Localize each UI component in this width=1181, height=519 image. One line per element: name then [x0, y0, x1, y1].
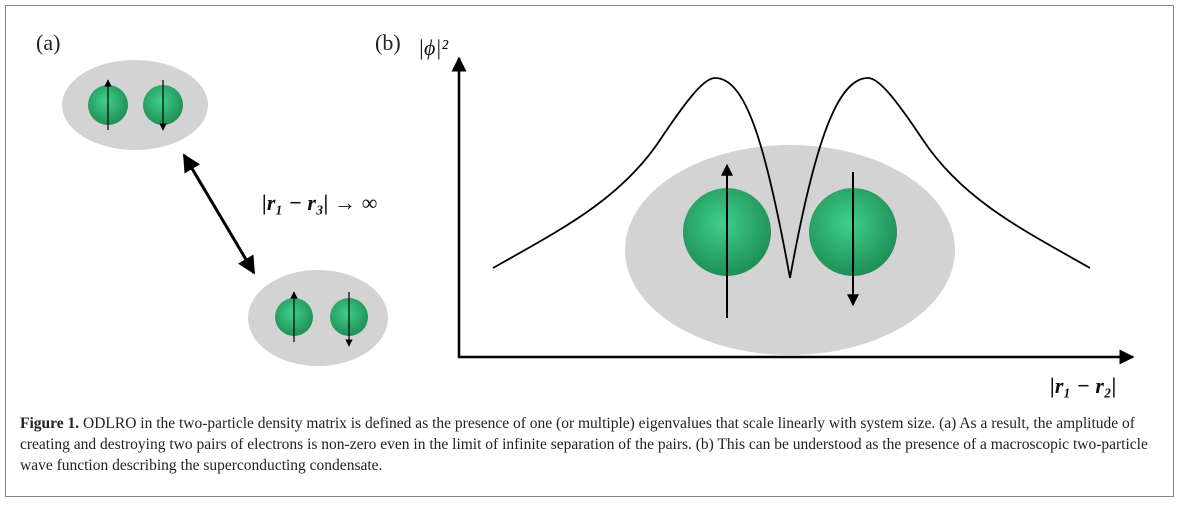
pair-top — [62, 60, 208, 150]
condensate-pair — [625, 145, 955, 355]
caption-text: ODLRO in the two-particle density matrix… — [20, 415, 1148, 474]
figure-page: (a) |r₁ − r₃| → ∞ (b) |ϕ|² |r₁ − r₂| — [0, 0, 1181, 519]
x-axis-label: |r₁ − r₂| — [1050, 373, 1116, 398]
separation-arrow — [184, 155, 254, 273]
caption-label: Figure 1. — [20, 415, 79, 432]
y-axis-label: |ϕ|² — [418, 35, 448, 60]
separation-label: |r₁ − r₃| → ∞ — [262, 190, 377, 215]
pair-bottom — [248, 270, 388, 366]
panel-label: (a) — [36, 30, 60, 55]
panel-label: (b) — [375, 30, 401, 55]
caption: Figure 1. ODLRO in the two-particle dens… — [20, 413, 1160, 476]
